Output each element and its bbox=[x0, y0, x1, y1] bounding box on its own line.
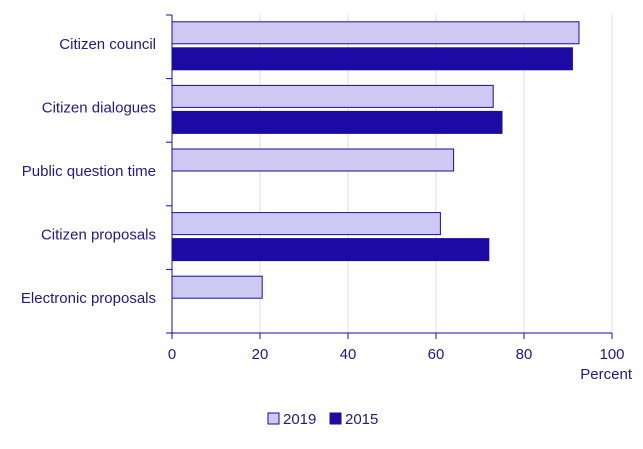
x-tick-label: 80 bbox=[516, 346, 533, 363]
legend-label: 2019 bbox=[283, 411, 316, 428]
bar bbox=[171, 212, 441, 236]
x-tick-label: 40 bbox=[340, 346, 357, 363]
legend-label: 2015 bbox=[345, 411, 378, 428]
bar bbox=[171, 148, 455, 172]
y-tick-label: Citizen council bbox=[59, 36, 156, 53]
y-tick-label: Electronic proposals bbox=[21, 290, 156, 307]
x-tick-label: 100 bbox=[599, 346, 624, 363]
y-tick-label: Citizen dialogues bbox=[42, 99, 156, 116]
x-axis-label: Percent bbox=[580, 366, 633, 383]
x-tick-label: 60 bbox=[428, 346, 445, 363]
bar bbox=[171, 84, 494, 108]
x-tick-label: 20 bbox=[252, 346, 269, 363]
bar bbox=[171, 21, 580, 45]
legend-swatch bbox=[267, 412, 280, 425]
bar bbox=[171, 47, 573, 71]
legend-swatch bbox=[329, 412, 342, 425]
bar bbox=[171, 110, 503, 134]
bar bbox=[171, 275, 263, 299]
x-tick-label: 0 bbox=[168, 346, 176, 363]
bar bbox=[171, 238, 490, 262]
y-tick-label: Citizen proposals bbox=[41, 227, 156, 244]
y-tick-label: Public question time bbox=[22, 163, 156, 180]
